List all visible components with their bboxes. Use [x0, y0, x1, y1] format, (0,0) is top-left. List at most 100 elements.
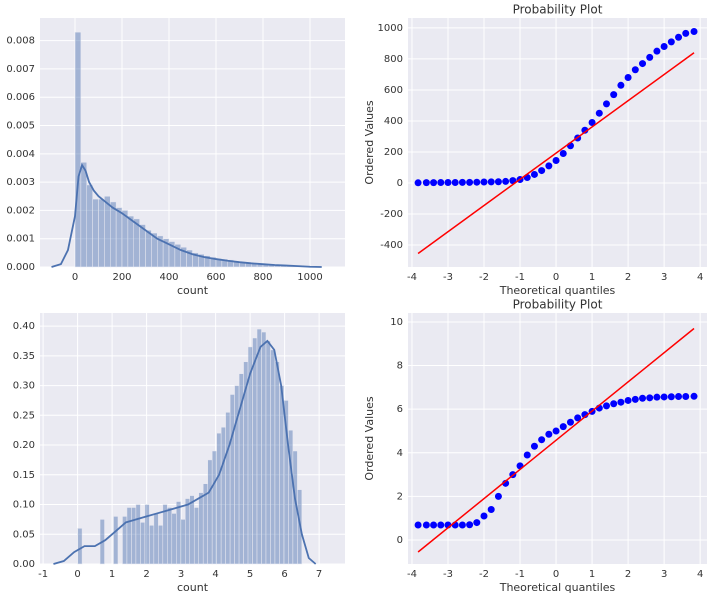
bar: [176, 502, 180, 564]
bar: [122, 210, 128, 267]
x-tick-label: -4: [407, 569, 417, 580]
bar: [87, 185, 93, 267]
y-tick-label: 0.001: [6, 234, 35, 245]
y-tick-label: 200: [384, 147, 403, 158]
x-tick-label: -1: [515, 272, 525, 283]
point: [610, 400, 617, 407]
x-axis-label: count: [177, 581, 209, 594]
bar: [78, 528, 82, 564]
point: [423, 179, 430, 186]
y-tick-label: 0.15: [13, 470, 35, 481]
point: [502, 178, 509, 185]
y-tick-label: 0.25: [13, 410, 35, 421]
x-tick-label: 200: [112, 272, 131, 283]
point: [488, 178, 495, 185]
point: [466, 521, 473, 528]
x-tick-label: 0: [553, 569, 559, 580]
x-axis-label: Theoretical quantiles: [499, 284, 616, 297]
x-tick-label: 3: [661, 272, 667, 283]
bar: [75, 32, 81, 267]
y-axis-label: Ordered Values: [363, 396, 376, 480]
point: [632, 66, 639, 73]
point: [617, 82, 624, 89]
y-tick-label: -200: [380, 209, 403, 220]
y-tick-label: 600: [384, 85, 403, 96]
point: [437, 179, 444, 186]
x-tick-label: -2: [479, 569, 489, 580]
chart-title: Probability Plot: [513, 298, 603, 312]
point: [459, 521, 466, 528]
point: [481, 179, 488, 186]
bar: [275, 362, 279, 564]
bar: [131, 507, 135, 564]
chart-title: Probability Plot: [513, 3, 603, 17]
point: [632, 396, 639, 403]
bar: [279, 386, 283, 564]
point: [646, 394, 653, 401]
point: [531, 171, 538, 178]
x-tick-label: 6: [281, 569, 287, 580]
bar: [199, 493, 203, 564]
point: [625, 397, 632, 404]
bar: [172, 513, 176, 564]
bar: [81, 162, 87, 267]
x-tick-label: -2: [479, 272, 489, 283]
point: [653, 394, 660, 401]
bar: [217, 433, 221, 564]
x-axis-label: Theoretical quantiles: [499, 581, 616, 594]
point: [553, 427, 560, 434]
y-tick-label: 4: [397, 448, 403, 459]
y-tick-label: 0.30: [13, 381, 35, 392]
bar: [262, 332, 266, 564]
x-tick-label: 1: [589, 569, 595, 580]
point: [691, 28, 698, 35]
point: [531, 443, 538, 450]
bar: [212, 451, 216, 564]
point: [560, 150, 567, 157]
point: [567, 419, 574, 426]
point: [682, 30, 689, 37]
y-tick-label: 0.40: [13, 321, 35, 332]
y-tick-label: 0.000: [6, 262, 35, 273]
point: [473, 519, 480, 526]
x-tick-label: -3: [443, 569, 453, 580]
x-tick-label: 400: [159, 272, 178, 283]
point: [538, 167, 545, 174]
point: [675, 34, 682, 41]
point: [481, 513, 488, 520]
y-tick-label: 0.20: [13, 440, 35, 451]
x-axis-label: count: [177, 284, 209, 297]
x-tick-label: 0: [74, 569, 80, 580]
point: [603, 402, 610, 409]
bar: [167, 507, 171, 564]
point: [668, 38, 675, 45]
y-axis-label: Ordered Values: [363, 100, 376, 184]
point: [452, 179, 459, 186]
bar: [253, 338, 257, 564]
point: [596, 110, 603, 117]
point: [617, 399, 624, 406]
bar: [140, 522, 144, 564]
y-tick-label: 6: [397, 404, 403, 415]
y-tick-label: 0: [397, 178, 403, 189]
x-tick-label: 0: [72, 272, 78, 283]
bar: [266, 341, 270, 564]
point: [459, 179, 466, 186]
x-tick-label: 3: [178, 569, 184, 580]
y-tick-label: 0.00: [13, 559, 35, 570]
point: [691, 393, 698, 400]
point: [437, 521, 444, 528]
point: [423, 521, 430, 528]
y-tick-label: 0.004: [6, 149, 35, 160]
y-tick-label: 400: [384, 116, 403, 127]
bar: [270, 350, 274, 564]
bar: [226, 412, 230, 564]
bar: [99, 199, 105, 267]
bar: [104, 196, 110, 267]
bar: [257, 329, 261, 564]
y-tick-label: 0.10: [13, 500, 35, 511]
x-tick-label: 1: [109, 569, 115, 580]
bar: [163, 505, 167, 564]
x-tick-label: 4: [697, 569, 703, 580]
